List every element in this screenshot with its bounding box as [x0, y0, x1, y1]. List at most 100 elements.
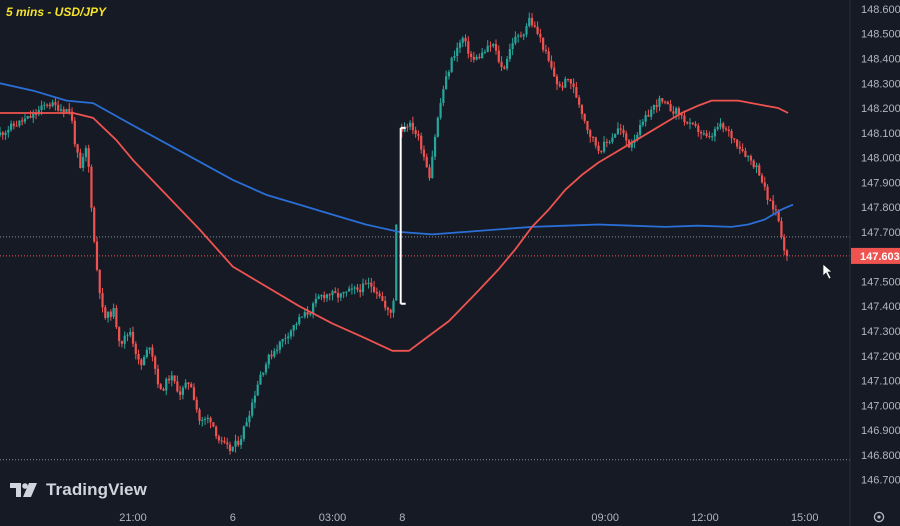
price-axis-label: 148.000 [861, 153, 900, 165]
candle-body [278, 341, 281, 350]
candle-body [542, 37, 545, 50]
candle-body [616, 128, 620, 135]
candle-body [436, 117, 439, 137]
candle-body [608, 141, 611, 143]
candle-body [237, 440, 240, 445]
moving-average-fast-line [0, 99, 789, 352]
candle-body [43, 104, 46, 106]
candle-body [469, 53, 473, 57]
candle-body [126, 335, 129, 337]
candle-body [173, 375, 176, 382]
candle-body [226, 442, 229, 445]
candle-body [530, 17, 534, 26]
candle-body [475, 56, 478, 60]
candle-body [334, 291, 337, 293]
candle-body [713, 129, 717, 137]
candle-body [489, 45, 492, 47]
candle-body [699, 131, 703, 134]
candle-body [578, 97, 581, 105]
candle-body [145, 349, 148, 358]
candle-body [23, 118, 27, 122]
candle-body [395, 224, 398, 301]
last-price-tag: 147.603 [851, 247, 900, 264]
candle-body [353, 287, 356, 289]
candle-body [375, 291, 378, 294]
candle-body [112, 307, 115, 317]
time-axis-label: 09:00 [591, 512, 619, 524]
candle-body [705, 133, 708, 137]
candle-body [414, 130, 417, 135]
candle-body [300, 316, 304, 318]
candle-body [212, 422, 215, 427]
candle-body [533, 25, 536, 27]
candle-body [433, 136, 437, 157]
time-axis-label: 21:00 [119, 512, 147, 524]
candle-body [48, 104, 51, 107]
candle-body [364, 283, 367, 285]
candle-body [389, 309, 392, 313]
chart-title: 5 mins - USD/JPY [6, 5, 107, 19]
candle-body [98, 269, 101, 294]
candle-body [21, 120, 24, 122]
candle-body [179, 391, 182, 395]
candle-body [453, 55, 456, 58]
candle-body [411, 122, 414, 131]
candle-body [597, 145, 600, 151]
candle-body [392, 300, 395, 313]
candle-body [735, 139, 739, 147]
candle-body [619, 128, 622, 130]
candle-body [104, 307, 107, 318]
candle-body [223, 440, 226, 443]
candle-body [547, 51, 550, 61]
price-axis-label: 146.700 [861, 475, 900, 487]
time-axis[interactable]: 21:00 6 03:00 8 09:00 12:00 15:00 [119, 512, 818, 524]
tradingview-logo[interactable]: TradingView [10, 479, 147, 501]
candle-body [766, 186, 769, 200]
candle-body [730, 130, 733, 139]
candle-body [669, 104, 672, 112]
candle-body [758, 165, 761, 176]
price-axis-label: 147.700 [861, 227, 900, 239]
candle-body [553, 67, 556, 77]
candle-body [162, 388, 165, 391]
candle-body [342, 292, 345, 294]
candle-body [594, 137, 597, 146]
candle-body [442, 89, 445, 104]
candle-body [206, 417, 209, 420]
candle-body [458, 42, 462, 48]
candle-body [431, 156, 434, 179]
candle-body [298, 316, 301, 324]
candle-body [655, 105, 658, 107]
candle-body [605, 141, 608, 143]
candle-body [70, 111, 74, 121]
candle-body [372, 286, 376, 292]
candle-body [625, 133, 628, 141]
candle-body [137, 353, 140, 360]
candle-body [569, 79, 572, 84]
candle-body [511, 43, 514, 50]
candle-body [276, 349, 279, 352]
candle-body [558, 84, 561, 86]
price-axis-label: 147.000 [861, 400, 900, 412]
candle-body [744, 150, 747, 157]
time-axis-label: 03:00 [319, 512, 347, 524]
candle-body [661, 98, 664, 102]
candle-body [503, 67, 506, 69]
candle-body [769, 199, 772, 201]
candle-body [749, 156, 753, 161]
candle-body [763, 182, 766, 187]
candle-body [123, 335, 126, 344]
candle-body [636, 134, 639, 140]
time-axis-label: 12:00 [691, 512, 719, 524]
candle-body [639, 125, 642, 135]
candle-body [93, 207, 96, 242]
price-axis[interactable]: 148.600 148.500 148.400 148.300 148.200 148.1… [861, 4, 900, 487]
price-axis-label: 147.900 [861, 177, 900, 189]
candle-body [82, 157, 85, 168]
settings-gear-icon[interactable] [873, 511, 885, 523]
candle-body [120, 341, 124, 344]
candle-body [566, 78, 570, 80]
price-axis-label: 147.200 [861, 351, 900, 363]
candle-body [131, 331, 135, 344]
candle-body [170, 375, 173, 381]
